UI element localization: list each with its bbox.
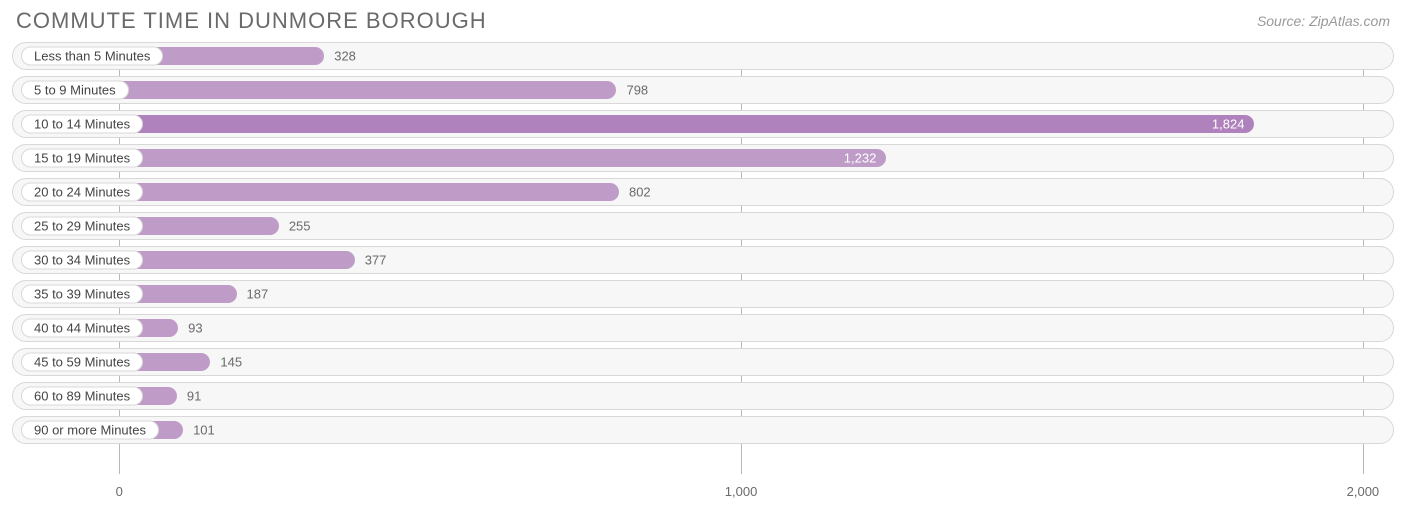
bar [23, 149, 886, 167]
chart-title: COMMUTE TIME IN DUNMORE BOROUGH [16, 8, 487, 34]
category-pill: 30 to 34 Minutes [21, 251, 143, 270]
chart-header: COMMUTE TIME IN DUNMORE BOROUGH Source: … [12, 8, 1394, 42]
category-pill: 45 to 59 Minutes [21, 353, 143, 372]
value-label: 328 [334, 49, 356, 64]
category-pill: 60 to 89 Minutes [21, 387, 143, 406]
bar-track: 20 to 24 Minutes 802 [12, 178, 1394, 206]
value-label: 91 [187, 389, 201, 404]
value-label: 377 [365, 253, 387, 268]
category-pill: 5 to 9 Minutes [21, 81, 129, 100]
value-label: 798 [626, 83, 648, 98]
value-label: 255 [289, 219, 311, 234]
category-pill: 40 to 44 Minutes [21, 319, 143, 338]
bar-track: 40 to 44 Minutes 93 [12, 314, 1394, 342]
bar-track: 25 to 29 Minutes 255 [12, 212, 1394, 240]
x-tick-label: 1,000 [725, 484, 758, 499]
x-tick-label: 2,000 [1347, 484, 1380, 499]
chart-plot: Less than 5 Minutes 328 5 to 9 Minutes 798 1… [12, 42, 1394, 482]
value-label: 802 [629, 185, 651, 200]
bar-track: 90 or more Minutes 101 [12, 416, 1394, 444]
bar-track: 60 to 89 Minutes 91 [12, 382, 1394, 410]
bar-track: 30 to 34 Minutes 377 [12, 246, 1394, 274]
x-tick-label: 0 [116, 484, 123, 499]
x-axis: 0 1,000 2,000 [12, 478, 1394, 498]
category-pill: 35 to 39 Minutes [21, 285, 143, 304]
category-pill: 10 to 14 Minutes [21, 115, 143, 134]
bar-track: 5 to 9 Minutes 798 [12, 76, 1394, 104]
value-label: 1,824 [1212, 117, 1245, 132]
bar-track: 10 to 14 Minutes 1,824 [12, 110, 1394, 138]
category-pill: 20 to 24 Minutes [21, 183, 143, 202]
category-pill: 90 or more Minutes [21, 421, 159, 440]
bar-track: 45 to 59 Minutes 145 [12, 348, 1394, 376]
chart-container: COMMUTE TIME IN DUNMORE BOROUGH Source: … [0, 0, 1406, 523]
bar-track: 35 to 39 Minutes 187 [12, 280, 1394, 308]
category-pill: 15 to 19 Minutes [21, 149, 143, 168]
value-label: 101 [193, 423, 215, 438]
bar-track: 15 to 19 Minutes 1,232 [12, 144, 1394, 172]
chart-area: Less than 5 Minutes 328 5 to 9 Minutes 798 1… [12, 42, 1394, 482]
value-label: 187 [247, 287, 269, 302]
category-pill: Less than 5 Minutes [21, 47, 163, 66]
value-label: 93 [188, 321, 202, 336]
chart-source: Source: ZipAtlas.com [1257, 13, 1390, 29]
bar-track: Less than 5 Minutes 328 [12, 42, 1394, 70]
bar [23, 115, 1254, 133]
value-label: 145 [220, 355, 242, 370]
value-label: 1,232 [844, 151, 877, 166]
category-pill: 25 to 29 Minutes [21, 217, 143, 236]
